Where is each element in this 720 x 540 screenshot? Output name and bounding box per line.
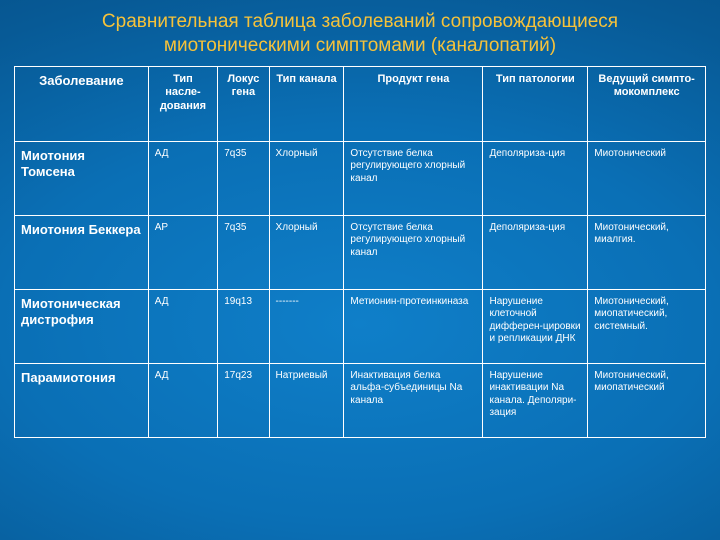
- table-row: Миотоническая дистрофия АД 19q13 -------…: [15, 289, 706, 363]
- cell-inheritance: АР: [148, 215, 218, 289]
- cell-pathology: Деполяриза-ция: [483, 141, 588, 215]
- cell-disease: Парамиотония: [15, 363, 149, 437]
- cell-symptoms: Миотонический, миопатический, системный.: [588, 289, 706, 363]
- cell-locus: 19q13: [218, 289, 269, 363]
- cell-locus: 7q35: [218, 215, 269, 289]
- cell-disease: Миотоническая дистрофия: [15, 289, 149, 363]
- cell-product: Метионин-протеинкиназа: [344, 289, 483, 363]
- table-header-row: Заболевание Тип насле-дования Локус гена…: [15, 66, 706, 141]
- col-header-locus: Локус гена: [218, 66, 269, 141]
- cell-channel: Хлорный: [269, 215, 344, 289]
- col-header-symptoms: Ведущий симпто-мокомплекс: [588, 66, 706, 141]
- cell-channel: Натриевый: [269, 363, 344, 437]
- cell-disease: Миотония Томсена: [15, 141, 149, 215]
- cell-channel: -------: [269, 289, 344, 363]
- cell-disease: Миотония Беккера: [15, 215, 149, 289]
- cell-locus: 17q23: [218, 363, 269, 437]
- col-header-inheritance: Тип насле-дования: [148, 66, 218, 141]
- cell-symptoms: Миотонический, миопатический: [588, 363, 706, 437]
- cell-pathology: Деполяриза-ция: [483, 215, 588, 289]
- cell-pathology: Нарушение клеточной дифферен-цировки и р…: [483, 289, 588, 363]
- table-row: Миотония Томсена АД 7q35 Хлорный Отсутст…: [15, 141, 706, 215]
- cell-inheritance: АД: [148, 289, 218, 363]
- cell-product: Отсутствие белка регулирующего хлорный к…: [344, 215, 483, 289]
- col-header-product: Продукт гена: [344, 66, 483, 141]
- cell-pathology: Нарушение инактивации Na канала. Деполяр…: [483, 363, 588, 437]
- col-header-disease: Заболевание: [15, 66, 149, 141]
- col-header-pathology: Тип патологии: [483, 66, 588, 141]
- cell-channel: Хлорный: [269, 141, 344, 215]
- col-header-channel: Тип канала: [269, 66, 344, 141]
- table-row: Парамиотония АД 17q23 Натриевый Инактива…: [15, 363, 706, 437]
- cell-locus: 7q35: [218, 141, 269, 215]
- cell-product: Инактивация белка альфа-субъединицы Na к…: [344, 363, 483, 437]
- table-row: Миотония Беккера АР 7q35 Хлорный Отсутст…: [15, 215, 706, 289]
- cell-inheritance: АД: [148, 363, 218, 437]
- cell-inheritance: АД: [148, 141, 218, 215]
- comparison-table: Заболевание Тип насле-дования Локус гена…: [14, 66, 706, 438]
- cell-product: Отсутствие белка регулирующего хлорный к…: [344, 141, 483, 215]
- cell-symptoms: Миотонический, миалгия.: [588, 215, 706, 289]
- slide-title: Сравнительная таблица заболеваний сопров…: [40, 10, 680, 58]
- cell-symptoms: Миотонический: [588, 141, 706, 215]
